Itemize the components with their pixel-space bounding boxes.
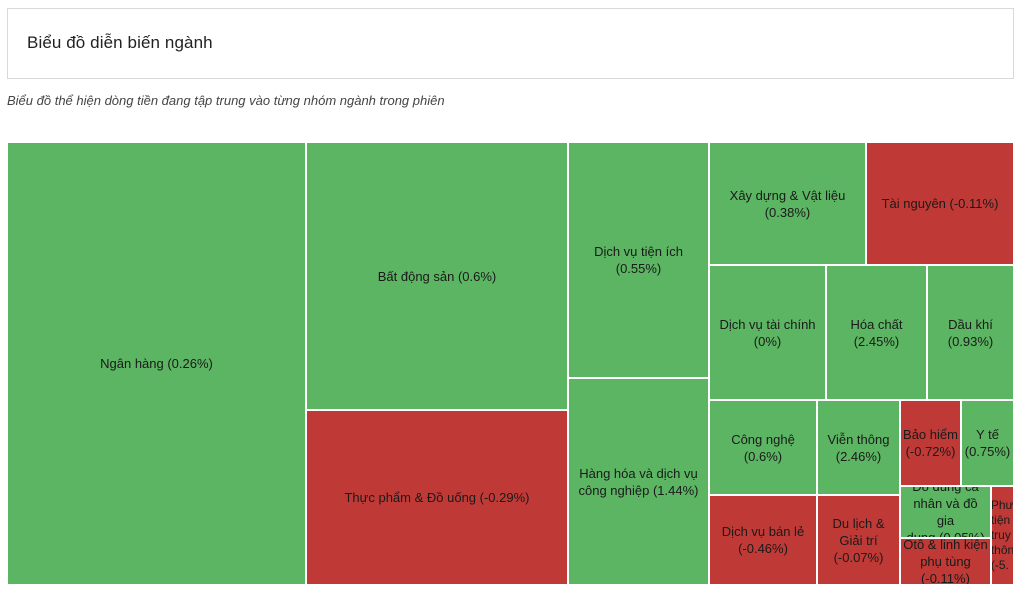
treemap-tile[interactable]: Ngân hàng (0.26%) bbox=[7, 142, 306, 585]
treemap-tile[interactable]: Dịch vụ tiện ích (0.55%) bbox=[568, 142, 709, 378]
treemap-tile[interactable]: Ôtô & linh kiện phụ tùng (-0.11%) bbox=[900, 538, 991, 585]
treemap-tile-label: Ngân hàng (0.26%) bbox=[100, 356, 213, 371]
header-card: Biểu đồ diễn biến ngành bbox=[7, 8, 1014, 79]
treemap-tile-label: Bảo hiểm (-0.72%) bbox=[903, 427, 958, 459]
treemap-tile-label: Dịch vụ tài chính (0%) bbox=[719, 316, 816, 349]
treemap-tile[interactable]: Phư tiện truy thôn (-5. bbox=[991, 486, 1014, 585]
treemap-tile[interactable]: Xây dựng & Vật liệu (0.38%) bbox=[709, 142, 866, 265]
treemap-tile-label: Dầu khí (0.93%) bbox=[947, 316, 994, 349]
page-title: Biểu đồ diễn biến ngành bbox=[27, 33, 213, 52]
treemap-tile-label: Hàng hóa và dịch vụ công nghiệp (1.44%) bbox=[578, 465, 699, 498]
treemap-tile[interactable]: Du lịch & Giải trí (-0.07%) bbox=[817, 495, 900, 585]
treemap-tile[interactable]: Bất động sản (0.6%) bbox=[306, 142, 568, 410]
treemap-tile[interactable]: Hàng hóa và dịch vụ công nghiệp (1.44%) bbox=[568, 378, 709, 585]
treemap-tile[interactable]: Công nghệ (0.6%) bbox=[709, 400, 817, 495]
treemap-tile-label: Đồ dùng cá nhân và đồ gia dụng (0.05%) bbox=[906, 486, 985, 538]
treemap-tile-label: Y tế (0.75%) bbox=[964, 427, 1011, 459]
treemap-tile-label: Dịch vụ tiện ích (0.55%) bbox=[594, 244, 683, 276]
treemap-tile[interactable]: Thực phẩm & Đồ uống (-0.29%) bbox=[306, 410, 568, 585]
treemap-tile-label: Bất động sản (0.6%) bbox=[377, 268, 497, 284]
treemap-tile[interactable]: Viễn thông (2.46%) bbox=[817, 400, 900, 495]
treemap-tile[interactable]: Tài nguyên (-0.11%) bbox=[866, 142, 1014, 265]
treemap-tile-label: Hóa chất (2.45%) bbox=[850, 316, 903, 349]
treemap-tile[interactable]: Dịch vụ tài chính (0%) bbox=[709, 265, 826, 400]
treemap-tile[interactable]: Dầu khí (0.93%) bbox=[927, 265, 1014, 400]
chart-description: Biểu đồ thể hiện dòng tiền đang tập trun… bbox=[7, 93, 445, 108]
treemap-tile[interactable]: Dịch vụ bán lẻ (-0.46%) bbox=[709, 495, 817, 585]
treemap-tile-label: Tài nguyên (-0.11%) bbox=[881, 196, 999, 211]
treemap-tile[interactable]: Bảo hiểm (-0.72%) bbox=[900, 400, 961, 486]
treemap-tile[interactable]: Y tế (0.75%) bbox=[961, 400, 1014, 486]
treemap-tile-label: Dịch vụ bán lẻ (-0.46%) bbox=[721, 524, 805, 556]
treemap-tile-label: Phư tiện truy thôn (-5. bbox=[991, 498, 1014, 572]
treemap-tile-label: Viễn thông (2.46%) bbox=[827, 431, 890, 464]
treemap-tile-label: Du lịch & Giải trí (-0.07%) bbox=[832, 515, 885, 565]
treemap-tile[interactable]: Hóa chất (2.45%) bbox=[826, 265, 927, 400]
treemap-tile-label: Thực phẩm & Đồ uống (-0.29%) bbox=[344, 490, 530, 505]
sector-treemap: Ngân hàng (0.26%) Bất động sản (0.6%) Thực… bbox=[7, 142, 1014, 585]
treemap-tile-label: Công nghệ (0.6%) bbox=[731, 431, 795, 464]
treemap-tile-label: Ôtô & linh kiện phụ tùng (-0.11%) bbox=[903, 538, 988, 585]
treemap-tile-label: Xây dựng & Vật liệu (0.38%) bbox=[729, 187, 846, 220]
treemap-tile[interactable]: Đồ dùng cá nhân và đồ gia dụng (0.05%) bbox=[900, 486, 991, 538]
